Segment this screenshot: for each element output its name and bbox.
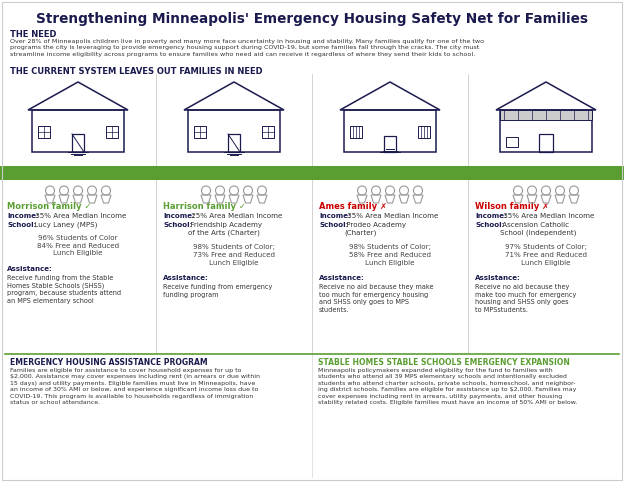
Text: School:: School: — [7, 222, 36, 228]
Bar — [418, 126, 430, 138]
Text: Assistance:: Assistance: — [163, 275, 209, 281]
Text: School:: School: — [319, 222, 348, 228]
Text: Assistance:: Assistance: — [7, 266, 53, 272]
Text: Income:: Income: — [475, 213, 507, 219]
Text: Ascension Catholic
School (Independent): Ascension Catholic School (Independent) — [500, 222, 577, 236]
Bar — [38, 126, 50, 138]
Bar — [188, 110, 280, 152]
Text: Lucy Laney (MPS): Lucy Laney (MPS) — [32, 222, 97, 228]
Text: School:: School: — [163, 222, 192, 228]
Text: Receive funding from emergency
funding program: Receive funding from emergency funding p… — [163, 284, 272, 297]
Text: 35% Area Median Income: 35% Area Median Income — [345, 213, 439, 219]
Text: Morrison family ✓: Morrison family ✓ — [7, 202, 91, 211]
Bar — [0, 166, 624, 180]
Text: 25% Area Median Income: 25% Area Median Income — [189, 213, 283, 219]
Bar — [72, 134, 84, 152]
Text: STABLE HOMES STABLE SCHOOLS EMERGENCY EXPANSION: STABLE HOMES STABLE SCHOOLS EMERGENCY EX… — [318, 358, 570, 367]
Text: EMERGENCY HOUSING ASSISTANCE PROGRAM: EMERGENCY HOUSING ASSISTANCE PROGRAM — [10, 358, 208, 367]
Text: Receive no aid because they make
too much for emergency housing
and SHSS only go: Receive no aid because they make too muc… — [319, 284, 434, 312]
Text: Income:: Income: — [7, 213, 39, 219]
Text: 98% Students of Color;
73% Free and Reduced
Lunch Eligible: 98% Students of Color; 73% Free and Redu… — [193, 244, 275, 266]
Bar — [106, 126, 118, 138]
Text: Over 28% of Minneapolis children live in poverty and many more face uncertainty : Over 28% of Minneapolis children live in… — [10, 39, 484, 57]
Text: Minneapolis policymakers expanded eligibility for the fund to families with
stud: Minneapolis policymakers expanded eligib… — [318, 368, 577, 405]
Text: School:: School: — [475, 222, 504, 228]
Bar — [384, 136, 396, 152]
Text: Receive funding from the Stable
Homes Stable Schools (SHSS)
program, because stu: Receive funding from the Stable Homes St… — [7, 275, 121, 304]
Bar — [194, 126, 206, 138]
Text: Friendship Academy
of the Arts (Charter): Friendship Academy of the Arts (Charter) — [188, 222, 262, 236]
Text: Wilson family ✗: Wilson family ✗ — [475, 202, 549, 211]
Bar — [350, 126, 362, 138]
Bar — [506, 137, 518, 147]
Bar — [500, 110, 592, 120]
Text: Assistance:: Assistance: — [319, 275, 365, 281]
Text: 35% Area Median Income: 35% Area Median Income — [501, 213, 595, 219]
Text: Receive no aid because they
make too much for emergency
housing and SHSS only go: Receive no aid because they make too muc… — [475, 284, 577, 312]
Bar — [228, 134, 240, 152]
Text: 96% Students of Color
84% Free and Reduced
Lunch Eligible: 96% Students of Color 84% Free and Reduc… — [37, 235, 119, 256]
Text: Strengthening Minneapolis' Emergency Housing Safety Net for Families: Strengthening Minneapolis' Emergency Hou… — [36, 12, 588, 26]
Text: Income:: Income: — [163, 213, 195, 219]
Text: 97% Students of Color;
71% Free and Reduced
Lunch Eligible: 97% Students of Color; 71% Free and Redu… — [505, 244, 587, 266]
Bar — [344, 110, 436, 152]
Text: Families are eligible for assistance to cover household expenses for up to
$2,00: Families are eligible for assistance to … — [10, 368, 260, 405]
Text: Ames family ✗: Ames family ✗ — [319, 202, 387, 211]
Text: Harrison family ✓: Harrison family ✓ — [163, 202, 246, 211]
Text: Assistance:: Assistance: — [475, 275, 521, 281]
Text: THE NEED: THE NEED — [10, 30, 57, 39]
Bar — [500, 110, 592, 152]
Text: Prodeo Academy
(Charter): Prodeo Academy (Charter) — [344, 222, 406, 236]
Bar — [539, 134, 553, 152]
Text: THE CURRENT SYSTEM LEAVES OUT FAMILIES IN NEED: THE CURRENT SYSTEM LEAVES OUT FAMILIES I… — [10, 67, 263, 76]
Text: 98% Students of Color;
58% Free and Reduced
Lunch Eligible: 98% Students of Color; 58% Free and Redu… — [349, 244, 431, 266]
Text: 35% Area Median Income: 35% Area Median Income — [33, 213, 127, 219]
Bar — [32, 110, 124, 152]
Text: Income:: Income: — [319, 213, 351, 219]
Bar — [262, 126, 274, 138]
